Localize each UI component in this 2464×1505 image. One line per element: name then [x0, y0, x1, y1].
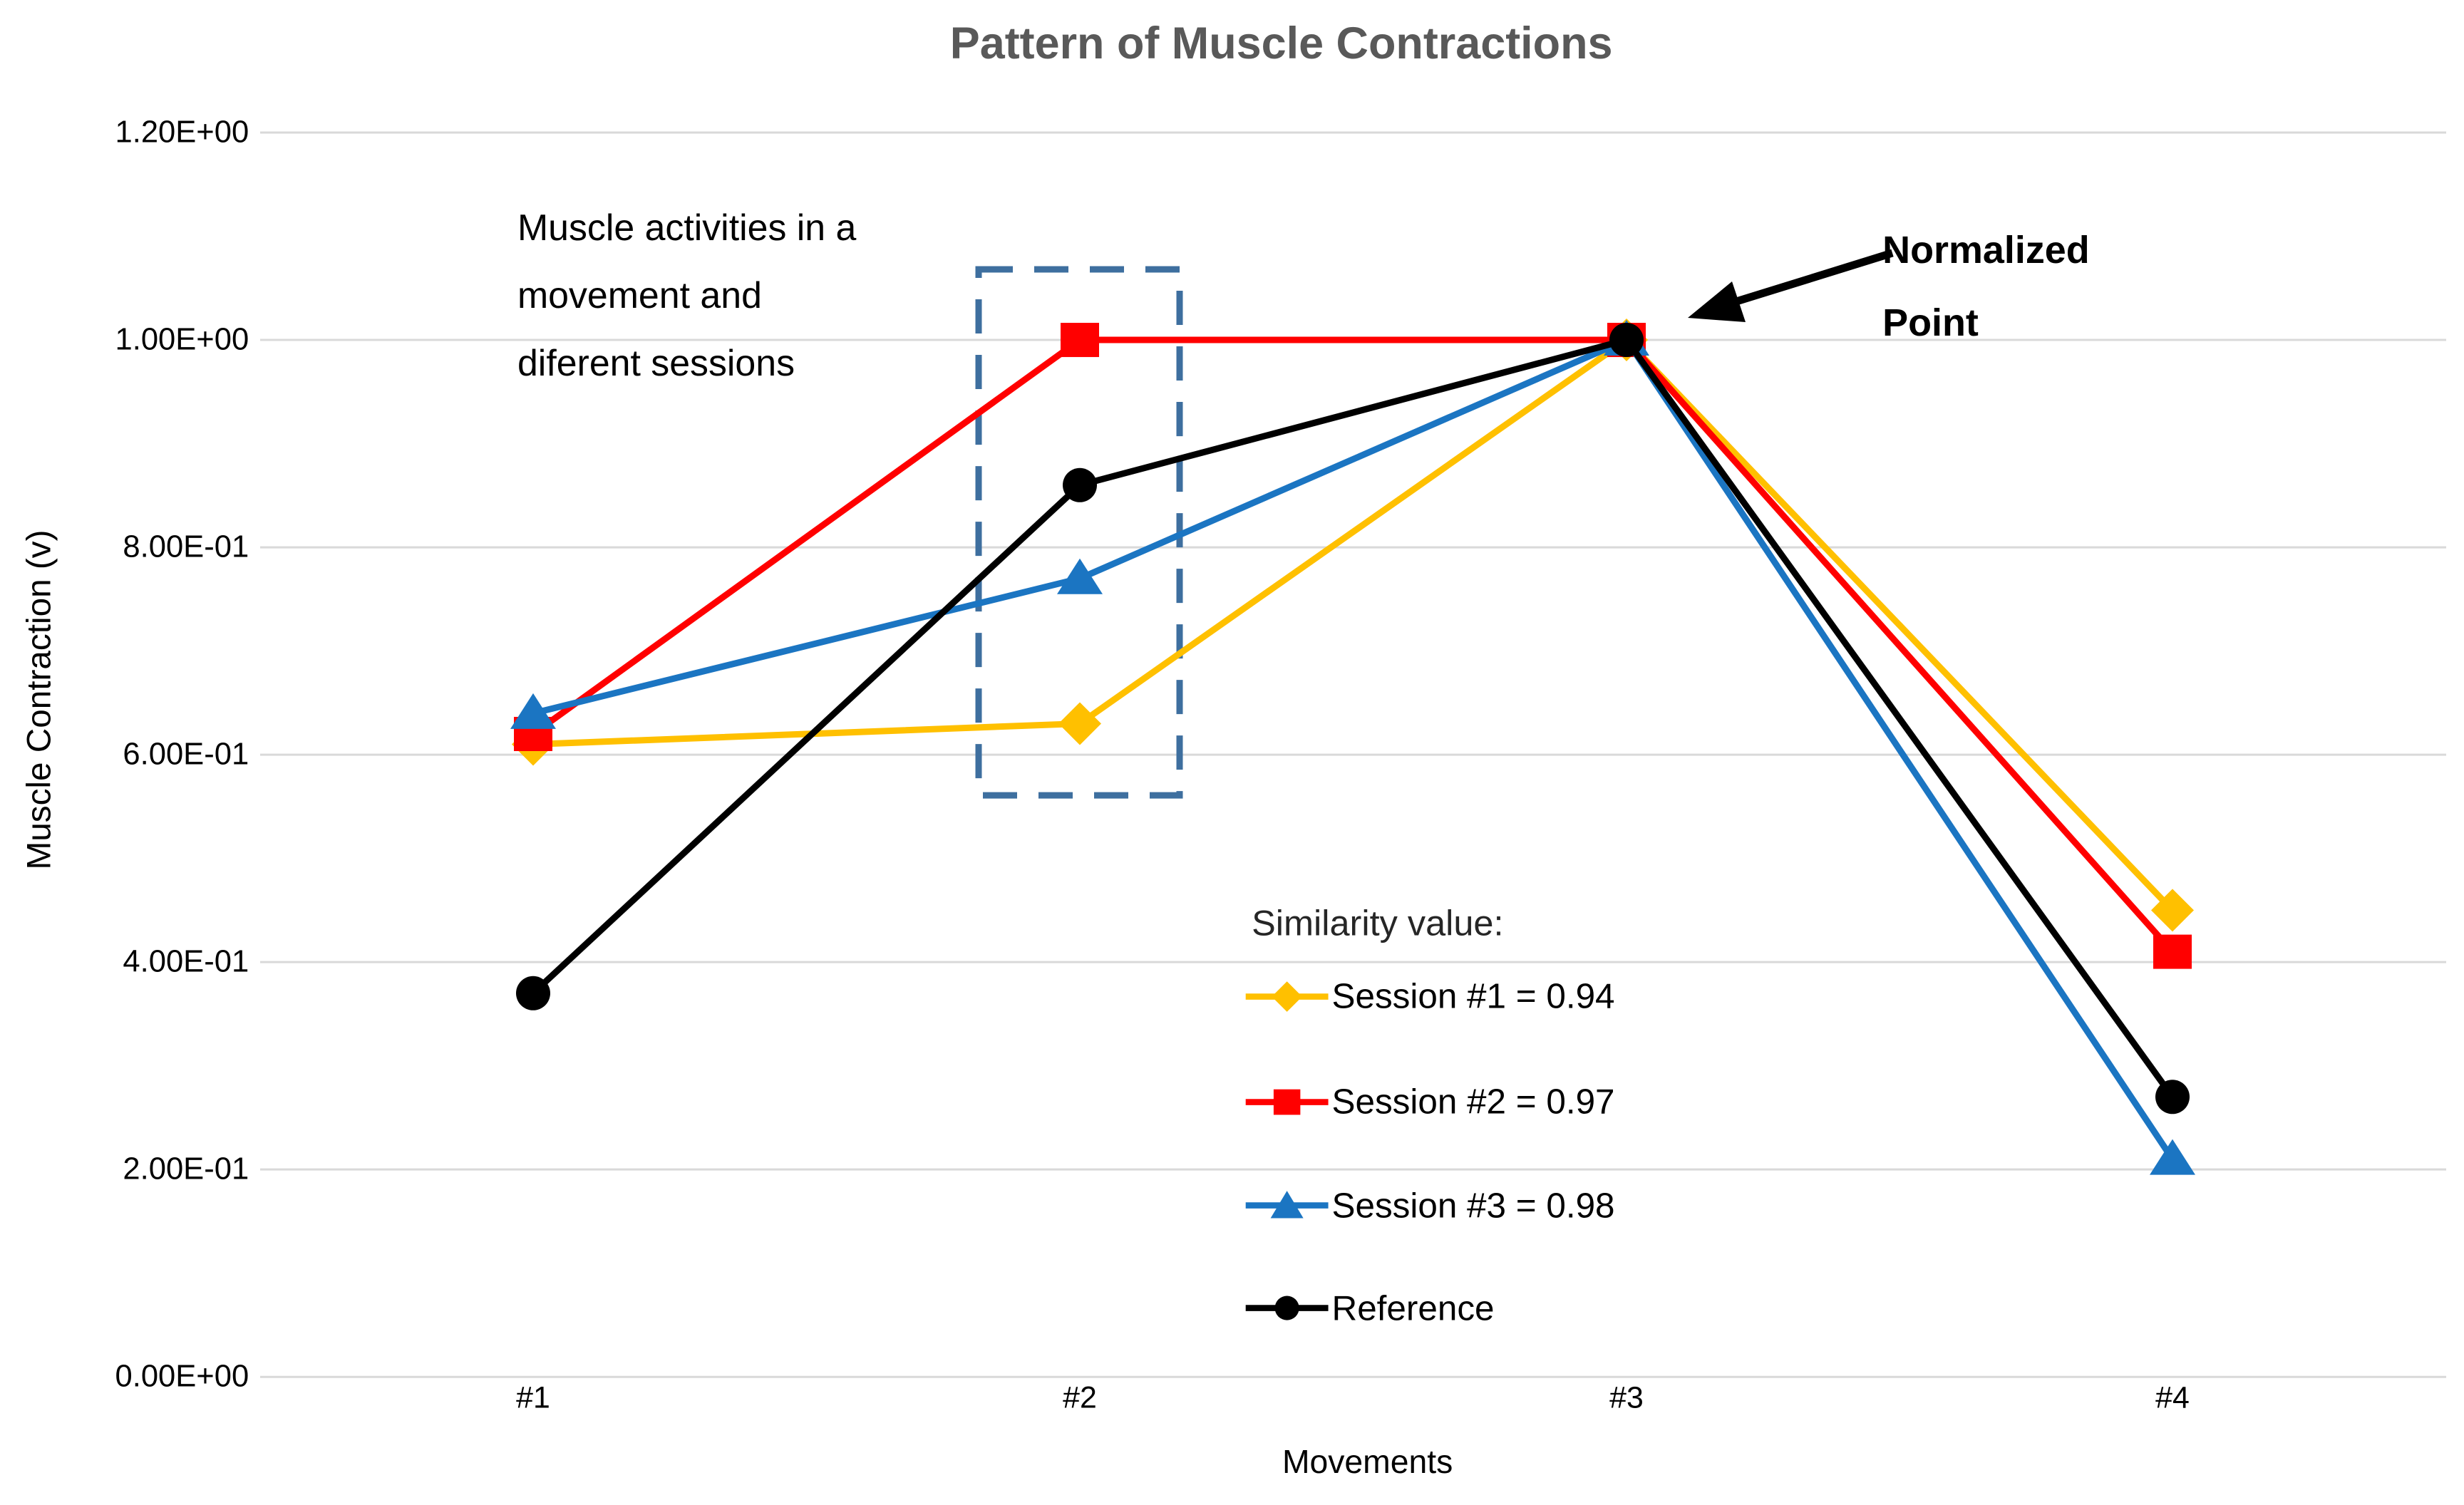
annotation-normalized-point: Normalized Point: [1882, 214, 2090, 360]
legend-heading: Similarity value:: [1252, 902, 1504, 943]
y-tick-label: 0.00E+00: [115, 1359, 249, 1394]
y-tick-label: 1.20E+00: [115, 115, 249, 150]
circle-marker-icon: [1245, 1295, 1329, 1320]
triangle-marker-icon: [1245, 1191, 1329, 1219]
y-tick-label: 2.00E-01: [123, 1152, 249, 1186]
chart-title: Pattern of Muscle Contractions: [949, 19, 1613, 69]
square-marker: [2153, 934, 2192, 969]
annotation-line: Point: [1882, 301, 1979, 345]
circle-marker: [1063, 467, 1097, 502]
series-session-3-0-98: [510, 320, 2195, 1175]
diamond-marker: [1058, 702, 1101, 745]
y-tick-label: 6.00E-01: [123, 737, 249, 772]
series-line: [532, 336, 2175, 913]
square-marker-icon: [1245, 1089, 1329, 1115]
y-tick-label: 4.00E-01: [123, 944, 249, 979]
legend-item-reference: Reference: [1244, 1288, 1495, 1328]
legend-item-label: Reference: [1331, 1288, 1495, 1328]
series-reference: [516, 323, 2190, 1114]
legend-item-session-2: Session #2 = 0.97: [1244, 1082, 1615, 1122]
legend-item-label: Session #3 = 0.98: [1331, 1186, 1615, 1226]
x-tick-label: #1: [516, 1380, 550, 1415]
annotation-line: Normalized: [1882, 228, 2090, 271]
triangle-marker: [2150, 1139, 2195, 1175]
x-tick-label: #3: [1609, 1380, 1644, 1415]
annotation-line: Muscle activities in a: [517, 207, 857, 249]
triangle-marker: [510, 693, 556, 729]
legend-item-session-3: Session #3 = 0.98: [1244, 1185, 1615, 1226]
annotation-line: movement and: [517, 274, 762, 316]
diamond-marker: [2151, 889, 2194, 932]
x-tick-label: #2: [1063, 1380, 1097, 1415]
x-axis-title: Movements: [1282, 1442, 1453, 1480]
series-line: [532, 336, 2175, 1162]
diamond-marker-icon: [1245, 981, 1329, 1012]
series-line: [531, 336, 2175, 954]
x-tick-label: #4: [2155, 1380, 2190, 1415]
square-marker: [1061, 323, 1099, 358]
series-line: [530, 336, 2175, 1099]
normalized-point-arrow: [1688, 249, 1894, 323]
y-tick-label: 8.00E-01: [123, 529, 249, 564]
annotation-line: diferent sessions: [517, 342, 795, 384]
y-tick-label: 1.00E+00: [115, 322, 249, 357]
circle-marker: [1609, 323, 1644, 358]
annotation-muscle-activities: Muscle activities in a movement and dife…: [517, 194, 856, 397]
legend-item-label: Session #1 = 0.94: [1331, 976, 1615, 1016]
series-session-2-0-97: [514, 323, 2192, 969]
triangle-marker: [1057, 558, 1103, 594]
legend-item-label: Session #2 = 0.97: [1331, 1082, 1615, 1122]
legend-item-session-1: Session #1 = 0.94: [1244, 976, 1615, 1017]
circle-marker: [2155, 1080, 2190, 1114]
circle-marker: [516, 976, 550, 1010]
y-axis-title: Muscle Contraction (v): [20, 529, 58, 870]
